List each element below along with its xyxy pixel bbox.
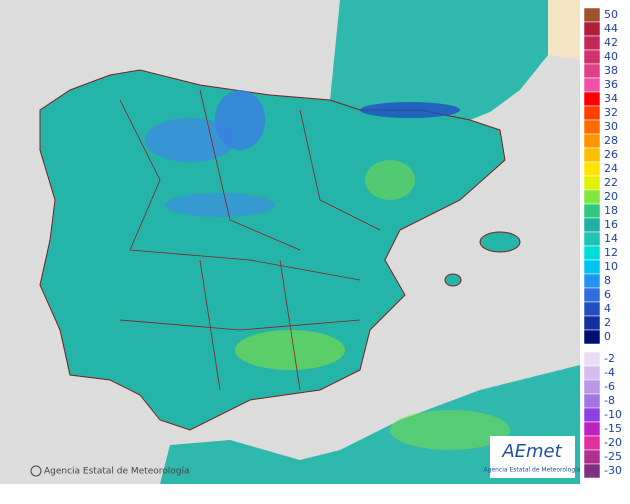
legend-swatch (583, 21, 601, 37)
legend-label: 16 (604, 218, 618, 231)
legend-swatch (583, 407, 601, 423)
warm-area (390, 410, 510, 450)
legend-label: 10 (604, 260, 618, 273)
legend-label: 42 (604, 36, 618, 49)
legend-label: 8 (604, 274, 611, 287)
legend-swatch (583, 435, 601, 451)
logo-subtitle: Agencia Estatal de Meteorología (484, 467, 581, 474)
island (444, 273, 462, 287)
france (330, 0, 548, 120)
warm-land (548, 0, 580, 60)
legend-label: -2 (604, 352, 615, 365)
legend-swatch (583, 35, 601, 51)
highland (360, 102, 460, 118)
legend-swatch (583, 351, 601, 367)
legend-label: -30 (604, 464, 622, 477)
legend-label: 6 (604, 288, 611, 301)
legend-swatch (583, 189, 601, 205)
highland (145, 118, 235, 162)
legend-swatch (583, 231, 601, 247)
legend-label: -6 (604, 380, 615, 393)
legend-label: 20 (604, 190, 618, 203)
legend-label: 30 (604, 120, 618, 133)
legend-swatch (583, 329, 601, 345)
legend-swatch (583, 259, 601, 275)
legend-label: 24 (604, 162, 618, 175)
legend-label: 28 (604, 134, 618, 147)
legend-swatch (583, 161, 601, 177)
legend-swatch (583, 393, 601, 409)
legend-swatch (583, 63, 601, 79)
legend-label: 18 (604, 204, 618, 217)
legend-label: 34 (604, 92, 618, 105)
legend-label: 38 (604, 64, 618, 77)
legend-swatch (583, 133, 601, 149)
legend-label: -4 (604, 366, 615, 379)
credit: Agencia Estatal de Meteorología (44, 467, 190, 477)
legend-swatch (583, 287, 601, 303)
legend-label: 22 (604, 176, 618, 189)
legend-label: 26 (604, 148, 618, 161)
legend: 5044424038363432302826242220181614121086… (583, 7, 622, 479)
legend-swatch (583, 273, 601, 289)
legend-swatch (583, 91, 601, 107)
logo-box (490, 436, 575, 478)
legend-label: 40 (604, 50, 618, 63)
legend-swatch (583, 105, 601, 121)
legend-swatch (583, 217, 601, 233)
legend-label: -15 (604, 422, 622, 435)
warm-area (365, 160, 415, 200)
africa (160, 365, 580, 484)
legend-label: -10 (604, 408, 622, 421)
legend-swatch (583, 175, 601, 191)
legend-label: -20 (604, 436, 622, 449)
legend-label: 0 (604, 330, 611, 343)
legend-swatch (583, 119, 601, 135)
highland (165, 193, 275, 217)
legend-label: 36 (604, 78, 618, 91)
legend-label: 12 (604, 246, 618, 259)
legend-swatch (583, 301, 601, 317)
legend-label: 50 (604, 8, 618, 21)
legend-swatch (583, 315, 601, 331)
legend-swatch (583, 379, 601, 395)
legend-swatch (583, 77, 601, 93)
legend-swatch (583, 365, 601, 381)
legend-label: 44 (604, 22, 618, 35)
legend-label: -25 (604, 450, 622, 463)
legend-swatch (583, 203, 601, 219)
legend-label: -8 (604, 394, 615, 407)
copyright-icon (30, 465, 42, 477)
borders (119, 89, 381, 391)
legend-swatch (583, 245, 601, 261)
legend-swatch (583, 463, 601, 479)
legend-label: 4 (604, 302, 611, 315)
legend-swatch (583, 421, 601, 437)
legend-label: 2 (604, 316, 611, 329)
warm-area (235, 330, 345, 370)
iberia (39, 69, 506, 431)
logo-name: AEmet (501, 441, 562, 462)
legend-label: 32 (604, 106, 618, 119)
legend-swatch (583, 449, 601, 465)
legend-label: 14 (604, 232, 618, 245)
legend-swatch (583, 49, 601, 65)
island (479, 231, 521, 253)
highland (215, 90, 265, 150)
legend-swatch (583, 7, 601, 23)
legend-swatch (583, 147, 601, 163)
